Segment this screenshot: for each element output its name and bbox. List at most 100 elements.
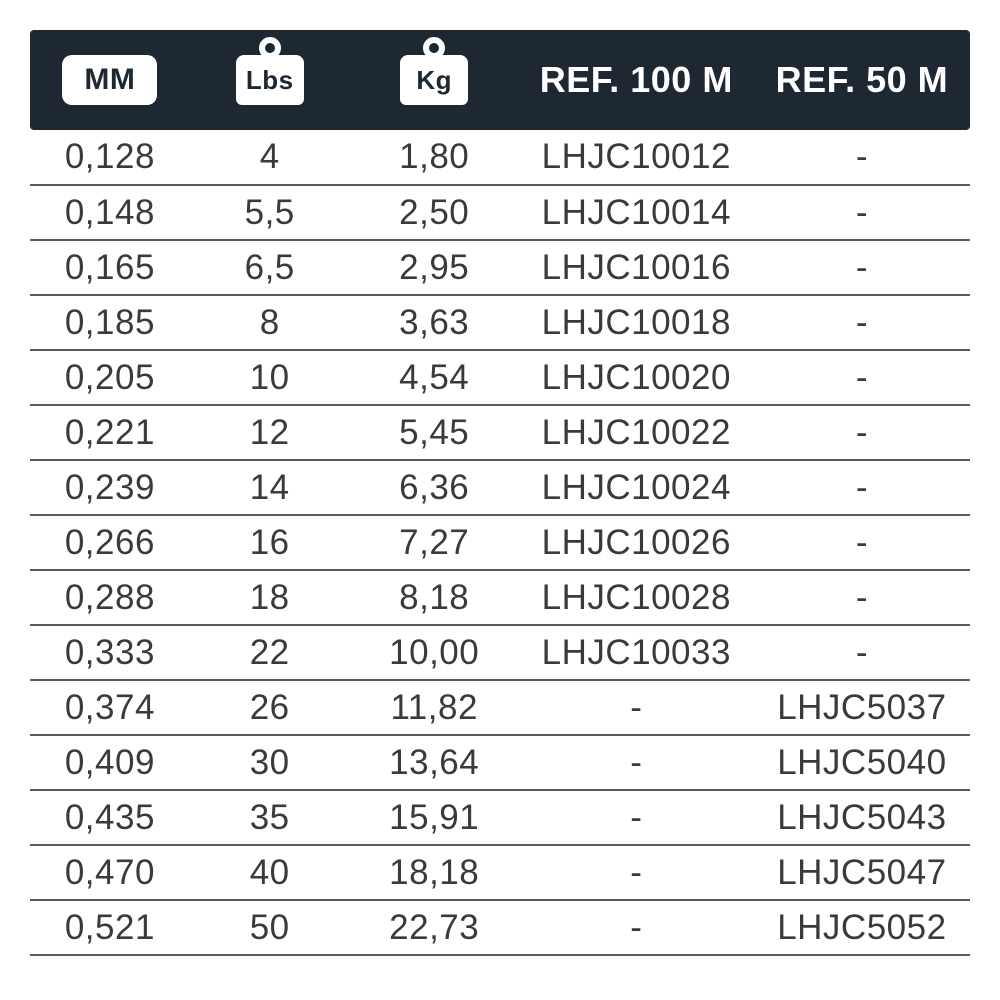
cell-ref100: LHJC10012: [519, 130, 754, 185]
cell-kg: 13,64: [350, 735, 519, 790]
ref50-label: REF. 50 M: [776, 59, 949, 101]
cell-ref100: LHJC10018: [519, 295, 754, 350]
cell-mm: 0,470: [30, 845, 190, 900]
table-row: 0,4093013,64-LHJC5040: [30, 735, 970, 790]
cell-kg: 10,00: [350, 625, 519, 680]
cell-kg: 4,54: [350, 350, 519, 405]
cell-lbs: 35: [190, 790, 350, 845]
cell-mm: 0,148: [30, 185, 190, 240]
cell-kg: 7,27: [350, 515, 519, 570]
cell-mm: 0,333: [30, 625, 190, 680]
cell-ref50: LHJC5052: [754, 900, 970, 955]
cell-ref50: -: [754, 240, 970, 295]
cell-ref50: -: [754, 570, 970, 625]
cell-lbs: 4: [190, 130, 350, 185]
kg-label: Kg: [416, 67, 452, 93]
table-row: 0,266167,27LHJC10026-: [30, 515, 970, 570]
cell-ref100: -: [519, 790, 754, 845]
lbs-weight-icon: Lbs: [236, 51, 304, 109]
weight-handle-icon: [423, 37, 445, 59]
col-header-ref50: REF. 50 M: [754, 30, 970, 130]
table-row: 0,18583,63LHJC10018-: [30, 295, 970, 350]
table-row: 0,3742611,82-LHJC5037: [30, 680, 970, 735]
cell-mm: 0,266: [30, 515, 190, 570]
cell-lbs: 6,5: [190, 240, 350, 295]
cell-ref50: -: [754, 185, 970, 240]
table-row: 0,3332210,00LHJC10033-: [30, 625, 970, 680]
cell-lbs: 50: [190, 900, 350, 955]
cell-kg: 3,63: [350, 295, 519, 350]
mm-badge: MM: [62, 55, 157, 105]
cell-kg: 15,91: [350, 790, 519, 845]
cell-ref100: LHJC10024: [519, 460, 754, 515]
cell-ref50: -: [754, 350, 970, 405]
cell-mm: 0,409: [30, 735, 190, 790]
table-row: 0,1485,52,50LHJC10014-: [30, 185, 970, 240]
table-row: 0,12841,80LHJC10012-: [30, 130, 970, 185]
table-body: 0,12841,80LHJC10012-0,1485,52,50LHJC1001…: [30, 130, 970, 955]
table-row: 0,205104,54LHJC10020-: [30, 350, 970, 405]
table-row: 0,288188,18LHJC10028-: [30, 570, 970, 625]
cell-ref100: LHJC10020: [519, 350, 754, 405]
cell-kg: 18,18: [350, 845, 519, 900]
spec-table: MM Lbs Kg: [30, 30, 970, 956]
cell-kg: 2,95: [350, 240, 519, 295]
cell-lbs: 8: [190, 295, 350, 350]
cell-kg: 1,80: [350, 130, 519, 185]
cell-mm: 0,374: [30, 680, 190, 735]
cell-ref50: LHJC5040: [754, 735, 970, 790]
cell-mm: 0,185: [30, 295, 190, 350]
cell-ref100: LHJC10016: [519, 240, 754, 295]
cell-ref50: -: [754, 295, 970, 350]
cell-lbs: 26: [190, 680, 350, 735]
cell-kg: 2,50: [350, 185, 519, 240]
cell-mm: 0,435: [30, 790, 190, 845]
cell-lbs: 30: [190, 735, 350, 790]
cell-ref50: -: [754, 405, 970, 460]
weight-handle-icon: [259, 37, 281, 59]
cell-lbs: 16: [190, 515, 350, 570]
cell-ref50: -: [754, 625, 970, 680]
cell-ref50: LHJC5043: [754, 790, 970, 845]
cell-ref100: LHJC10022: [519, 405, 754, 460]
cell-mm: 0,165: [30, 240, 190, 295]
cell-ref100: -: [519, 845, 754, 900]
cell-lbs: 10: [190, 350, 350, 405]
col-header-kg: Kg: [350, 30, 519, 130]
cell-lbs: 40: [190, 845, 350, 900]
cell-mm: 0,128: [30, 130, 190, 185]
cell-mm: 0,239: [30, 460, 190, 515]
cell-ref100: LHJC10026: [519, 515, 754, 570]
cell-kg: 6,36: [350, 460, 519, 515]
cell-ref100: -: [519, 735, 754, 790]
cell-mm: 0,288: [30, 570, 190, 625]
col-header-ref100: REF. 100 M: [519, 30, 754, 130]
table-row: 0,1656,52,95LHJC10016-: [30, 240, 970, 295]
kg-weight-icon: Kg: [400, 51, 468, 109]
cell-lbs: 12: [190, 405, 350, 460]
table-row: 0,5215022,73-LHJC5052: [30, 900, 970, 955]
ref100-label: REF. 100 M: [540, 59, 733, 101]
table-row: 0,4704018,18-LHJC5047: [30, 845, 970, 900]
col-header-lbs: Lbs: [190, 30, 350, 130]
col-header-mm: MM: [30, 30, 190, 130]
cell-ref100: LHJC10028: [519, 570, 754, 625]
cell-lbs: 5,5: [190, 185, 350, 240]
cell-ref100: LHJC10014: [519, 185, 754, 240]
cell-lbs: 18: [190, 570, 350, 625]
cell-lbs: 22: [190, 625, 350, 680]
cell-ref50: -: [754, 460, 970, 515]
table-row: 0,239146,36LHJC10024-: [30, 460, 970, 515]
cell-ref50: LHJC5047: [754, 845, 970, 900]
header-row: MM Lbs Kg: [30, 30, 970, 130]
cell-ref100: -: [519, 680, 754, 735]
cell-mm: 0,521: [30, 900, 190, 955]
table-row: 0,4353515,91-LHJC5043: [30, 790, 970, 845]
table-container: MM Lbs Kg: [0, 0, 1000, 956]
cell-kg: 8,18: [350, 570, 519, 625]
cell-ref100: -: [519, 900, 754, 955]
cell-kg: 22,73: [350, 900, 519, 955]
cell-mm: 0,205: [30, 350, 190, 405]
cell-mm: 0,221: [30, 405, 190, 460]
cell-ref100: LHJC10033: [519, 625, 754, 680]
